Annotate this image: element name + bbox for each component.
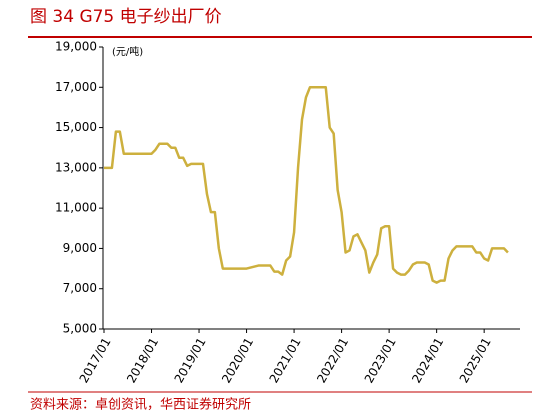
x-tick-label: 2025/01 [457,335,494,385]
x-tick-label: 2024/01 [409,335,446,385]
x-tick-label: 2022/01 [314,335,351,385]
y-tick-label: 5,000 [63,322,97,336]
chart-title: 图 34 G75 电子纱出厂价 [30,7,222,27]
x-tick-label: 2018/01 [124,335,161,385]
x-tick-label: 2020/01 [219,335,256,385]
unit-label: (元/吨) [112,45,143,58]
x-tick-label: 2017/01 [77,335,114,385]
y-tick-label: 13,000 [55,160,97,174]
y-tick-label: 7,000 [63,281,97,295]
y-tick-label: 19,000 [55,40,97,54]
source: 资料来源：卓创资讯，华西证券研究所 [30,397,251,413]
y-tick-label: 15,000 [55,120,97,134]
series-line [104,86,509,284]
y-tick-label: 9,000 [63,241,97,255]
x-tick-label: 2019/01 [172,335,209,385]
y-tick-label: 11,000 [55,201,97,215]
x-tick-label: 2023/01 [362,335,399,385]
x-tick-label: 2021/01 [267,335,304,385]
y-tick-label: 17,000 [55,80,97,94]
